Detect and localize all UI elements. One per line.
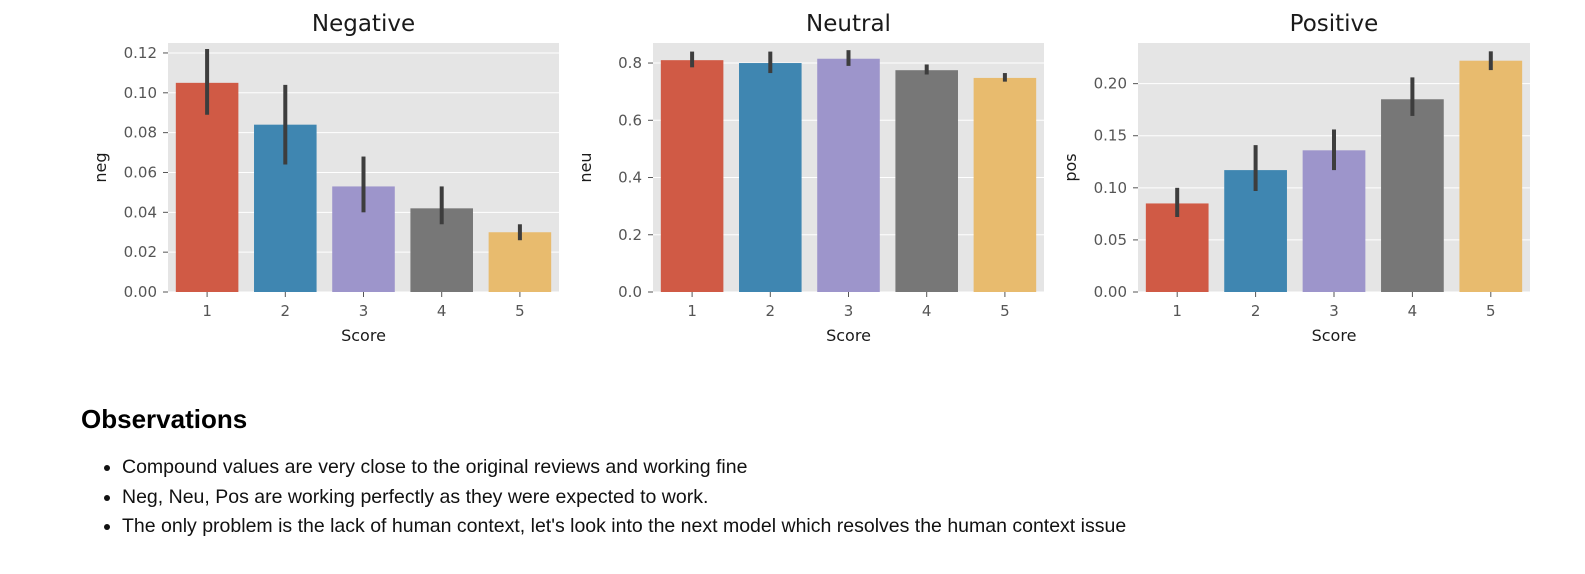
y-tick-label: 0.06 — [124, 163, 157, 181]
observations-heading: Observations — [81, 404, 248, 434]
x-tick-label: 3 — [1329, 302, 1339, 320]
observation-item: Neg, Neu, Pos are working perfectly as t… — [122, 483, 1561, 513]
observation-item: Compound values are very close to the or… — [122, 453, 1561, 483]
x-tick-label: 4 — [1408, 302, 1418, 320]
x-tick-label: 1 — [202, 302, 212, 320]
y-tick-label: 0.6 — [618, 111, 642, 129]
bar — [739, 63, 802, 292]
chart-title: Neutral — [806, 11, 891, 37]
y-tick-label: 0.00 — [1094, 283, 1127, 301]
x-tick-label: 5 — [1000, 302, 1010, 320]
x-axis-label: Score — [826, 326, 871, 345]
y-tick-label: 0.8 — [618, 54, 642, 72]
bar — [1145, 203, 1209, 292]
y-tick-label: 0.10 — [1094, 179, 1127, 197]
x-tick-label: 4 — [437, 302, 447, 320]
x-tick-label: 3 — [359, 302, 369, 320]
x-tick-label: 5 — [1486, 302, 1496, 320]
observation-item: The only problem is the lack of human co… — [122, 512, 1561, 542]
bar — [895, 70, 958, 292]
bar — [175, 82, 239, 292]
y-axis-label: neu — [576, 152, 595, 182]
x-tick-label: 1 — [687, 302, 697, 320]
y-tick-label: 0.04 — [124, 203, 157, 221]
x-tick-label: 4 — [922, 302, 932, 320]
y-tick-label: 0.2 — [618, 226, 642, 244]
x-tick-label: 1 — [1172, 302, 1182, 320]
y-tick-label: 0.00 — [124, 283, 157, 301]
x-tick-label: 2 — [1251, 302, 1261, 320]
x-axis-label: Score — [1312, 326, 1357, 345]
charts-svg: 0.000.020.040.060.080.100.121 2 3 4 5Negativ… — [91, 11, 1530, 345]
x-tick-label: 5 — [515, 302, 525, 320]
x-tick-label: 2 — [766, 302, 776, 320]
bar — [660, 60, 724, 293]
chart-title: Positive — [1290, 11, 1379, 37]
bar — [973, 77, 1037, 293]
y-tick-label: 0.0 — [618, 283, 642, 301]
y-tick-label: 0.4 — [618, 169, 642, 187]
y-tick-label: 0.05 — [1094, 231, 1127, 249]
y-tick-label: 0.12 — [124, 44, 157, 62]
observations-section: Observations Compound values are very cl… — [81, 404, 1561, 542]
observations-list: Compound values are very close to the or… — [81, 453, 1561, 542]
chart-title: Negative — [312, 11, 415, 37]
y-tick-label: 0.02 — [124, 243, 157, 261]
y-axis-label: pos — [1061, 153, 1080, 181]
y-tick-label: 0.20 — [1094, 75, 1127, 93]
x-axis-label: Score — [341, 326, 386, 345]
bar — [1381, 99, 1444, 292]
bar — [1459, 60, 1523, 292]
x-tick-label: 2 — [281, 302, 291, 320]
charts-row: 0.00 0.02 0.04 0.06 0.08 0.10 0.12 1 2 3 4 5 Negativ… — [91, 11, 1530, 345]
x-tick-label: 3 — [844, 302, 854, 320]
y-axis-label: neg — [91, 152, 110, 182]
bar — [488, 232, 552, 292]
bar — [1302, 150, 1366, 292]
bar — [817, 58, 880, 292]
y-tick-label: 0.08 — [124, 124, 157, 142]
y-tick-label: 0.15 — [1094, 127, 1127, 145]
y-tick-label: 0.10 — [124, 84, 157, 102]
